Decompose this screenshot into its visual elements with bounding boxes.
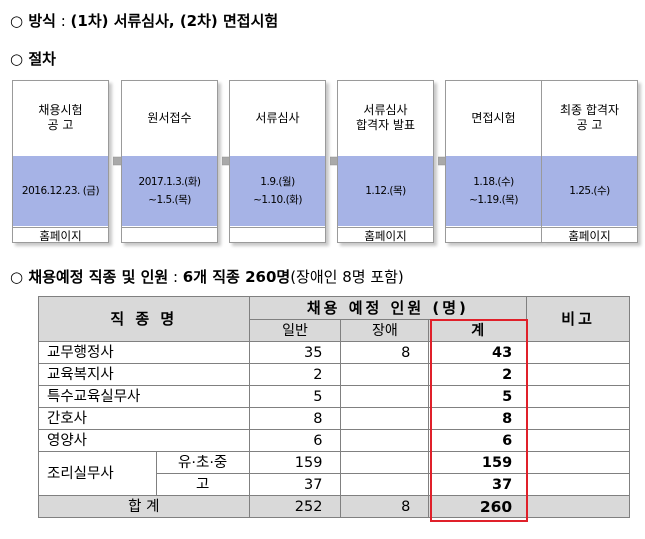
cell-note	[526, 451, 630, 474]
colon: :	[55, 12, 71, 30]
cell-total: 6	[428, 429, 528, 452]
cell-total: 159	[428, 451, 528, 474]
recruit-summary: 6개 직종 260명	[182, 268, 291, 286]
table-row: 특수교육실무사 5 5	[38, 385, 630, 408]
method-stage2: (2차)	[179, 12, 218, 30]
step-note: 홈페이지	[338, 227, 433, 244]
step-title: 서류심사	[255, 110, 300, 125]
job-name: 특수교육실무사	[38, 385, 250, 408]
cell-general: 2	[248, 363, 342, 386]
step-date: 1.9.(월) ~1.10.(화)	[230, 156, 325, 226]
header-plan: 채용 예정 인원 (명)	[248, 296, 528, 320]
sum-disabled: 8	[340, 495, 430, 518]
job-name: 간호사	[38, 407, 250, 430]
cell-total: 37	[428, 473, 528, 496]
sum-label: 합 계	[38, 495, 250, 518]
step-title: 면접시험	[471, 110, 516, 125]
method-heading: ○ 방식 : (1차) 서류심사, (2차) 면접시험	[10, 10, 278, 31]
cell-note	[526, 363, 630, 386]
step-date: 1.18.(수) ~1.19.(목)	[446, 156, 541, 226]
recruit-heading: ○ 채용예정 직종 및 인원 : 6개 직종 260명(장애인 8명 포함)	[10, 266, 404, 287]
job-name: 영양사	[38, 429, 250, 452]
bullet: ○	[10, 50, 24, 68]
cell-general: 159	[248, 451, 342, 474]
cell-total: 43	[428, 341, 528, 364]
sub-category: 유·초·중	[155, 451, 250, 474]
cell-disabled	[340, 451, 430, 474]
cell-disabled	[340, 407, 430, 430]
recruit-note: (장애인 8명 포함)	[290, 268, 404, 286]
procedure-label: 절차	[28, 50, 56, 68]
cell-disabled: 8	[340, 341, 430, 364]
cell-note	[526, 429, 630, 452]
step-title: 원서접수	[147, 110, 192, 125]
cell-total: 8	[428, 407, 528, 430]
cell-note	[526, 385, 630, 408]
cell-disabled	[340, 385, 430, 408]
step-note	[230, 227, 325, 244]
step-date: 1.12.(목)	[338, 156, 433, 226]
sub-category: 고	[155, 473, 250, 496]
step-title: 최종 합격자 공 고	[559, 103, 619, 132]
cell-general: 37	[248, 473, 342, 496]
sum-row: 합 계 252 8 260	[38, 495, 630, 518]
cell-total: 2	[428, 363, 528, 386]
header-general: 일반	[248, 319, 342, 342]
cell-note	[526, 407, 630, 430]
cell-general: 5	[248, 385, 342, 408]
cell-disabled	[340, 429, 430, 452]
job-name: 교무행정사	[38, 341, 250, 364]
cell-note	[526, 473, 630, 496]
method-stage2-text: 면접시험	[217, 12, 279, 30]
process-step: 원서접수 2017.1.3.(화) ~1.5.(목)	[121, 80, 218, 243]
step-date: 2017.1.3.(화) ~1.5.(목)	[122, 156, 217, 226]
step-note	[446, 227, 541, 244]
method-stage1: (1차)	[70, 12, 109, 30]
bullet: ○	[10, 268, 24, 286]
step-date: 1.25.(수)	[542, 156, 637, 226]
table-row: 교무행정사 35 8 43	[38, 341, 630, 364]
cell-general: 6	[248, 429, 342, 452]
cell-total: 5	[428, 385, 528, 408]
table-row: 간호사 8 8	[38, 407, 630, 430]
table-row: 영양사 6 6	[38, 429, 630, 452]
step-note: 홈페이지	[542, 227, 637, 244]
cell-general: 35	[248, 341, 342, 364]
job-name: 교육복지사	[38, 363, 250, 386]
header-job: 직 종 명	[38, 296, 250, 342]
process-step: 서류심사 1.9.(월) ~1.10.(화)	[229, 80, 326, 243]
method-label: 방식	[28, 12, 56, 30]
table-row: 교육복지사 2 2	[38, 363, 630, 386]
colon: :	[168, 268, 183, 286]
step-title: 채용시험 공 고	[38, 103, 83, 132]
step-date: 2016.12.23. (금)	[13, 156, 108, 226]
header-disabled: 장애	[340, 319, 430, 342]
step-title: 서류심사 합격자 발표	[355, 103, 415, 132]
process-step: 면접시험 1.18.(수) ~1.19.(목)	[445, 80, 542, 243]
cell-note	[526, 341, 630, 364]
sum-total: 260	[428, 495, 528, 518]
cell-general: 8	[248, 407, 342, 430]
sum-general: 252	[248, 495, 342, 518]
step-note: 홈페이지	[13, 227, 108, 244]
procedure-heading: ○ 절차	[10, 48, 56, 69]
staff-table: 직 종 명 채용 예정 인원 (명) 비고 일반 장애 계 교무행정사 35 8 43…	[38, 296, 630, 518]
step-note	[122, 227, 217, 244]
bullet: ○	[10, 12, 24, 30]
process-step: 채용시험 공 고 2016.12.23. (금) 홈페이지	[12, 80, 109, 243]
cell-disabled	[340, 473, 430, 496]
method-stage1-text: 서류심사,	[108, 12, 180, 30]
job-name: 조리실무사	[38, 451, 157, 496]
header-note: 비고	[526, 296, 630, 342]
sum-note	[526, 495, 630, 518]
recruit-label: 채용예정 직종 및 인원	[28, 268, 169, 286]
process-step: 서류심사 합격자 발표 1.12.(목) 홈페이지	[337, 80, 434, 243]
header-total: 계	[428, 319, 528, 342]
process-step: 최종 합격자 공 고 1.25.(수) 홈페이지	[541, 80, 638, 243]
cell-disabled	[340, 363, 430, 386]
